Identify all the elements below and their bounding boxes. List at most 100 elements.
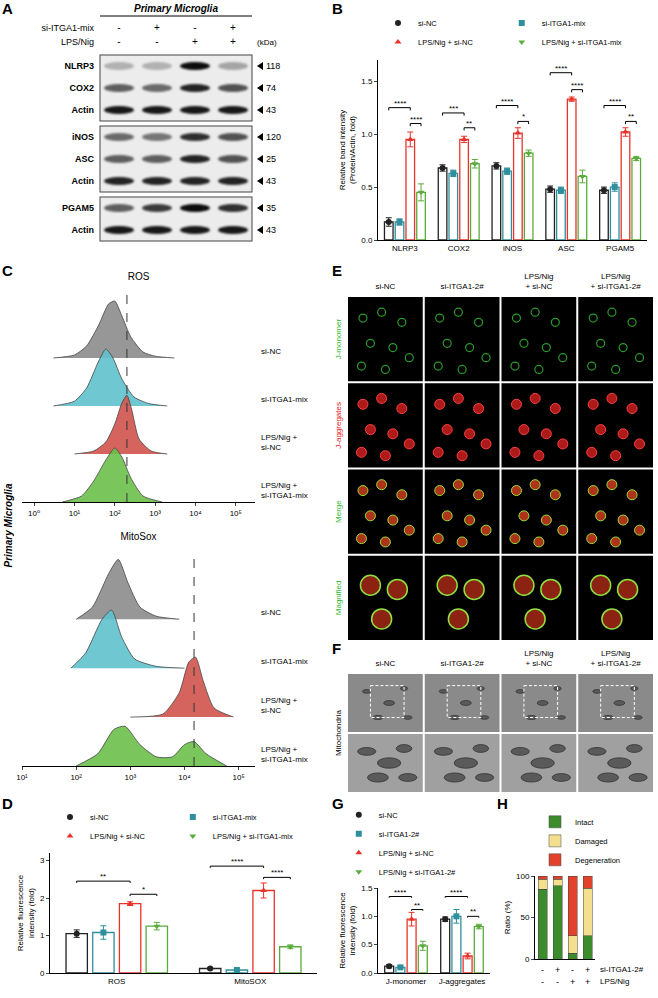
svg-text:1.0: 1.0 (361, 912, 373, 921)
svg-text:J-aggregates: J-aggregates (334, 402, 343, 449)
svg-text:LPS/Nig: LPS/Nig (601, 272, 630, 281)
svg-text:COX2: COX2 (69, 83, 94, 93)
svg-text:****: **** (450, 888, 462, 897)
svg-text:LPS/Nig +si-NC: LPS/Nig +si-NC (261, 433, 298, 452)
svg-text:10⁵: 10⁵ (230, 509, 242, 518)
svg-text:43: 43 (266, 105, 276, 115)
svg-text:****: **** (394, 888, 406, 897)
svg-text:iNOS: iNOS (503, 244, 522, 253)
svg-text:LPS/Nig +si-NC: LPS/Nig +si-NC (261, 696, 298, 715)
svg-text:10¹: 10¹ (69, 509, 81, 518)
svg-text:1.0: 1.0 (361, 130, 373, 139)
svg-text:+ si-ITGA1-2#: + si-ITGA1-2# (591, 282, 642, 291)
svg-text:**: ** (466, 119, 472, 128)
svg-text:LPS/Nig: LPS/Nig (600, 977, 629, 986)
svg-text:ROS: ROS (128, 271, 150, 282)
svg-text:LPS/Nig: LPS/Nig (601, 649, 630, 658)
svg-text:Merge: Merge (334, 500, 343, 523)
svg-text:LPS/Nig: LPS/Nig (524, 649, 553, 658)
svg-text:-: - (193, 22, 196, 33)
svg-text:si-NC: si-NC (418, 19, 437, 28)
svg-text:Actin: Actin (72, 176, 95, 186)
svg-text:1: 1 (40, 931, 45, 940)
svg-text:si-ITGA1-mix: si-ITGA1-mix (42, 23, 95, 33)
svg-text:LPS/Nig: LPS/Nig (524, 272, 553, 281)
svg-text:COX2: COX2 (448, 244, 470, 253)
svg-text:100: 100 (516, 872, 530, 881)
svg-text:LPS/Nig + si-NC: LPS/Nig + si-NC (418, 38, 473, 47)
svg-text:si-ITGA1-mix: si-ITGA1-mix (213, 813, 257, 822)
svg-text:+: + (570, 977, 575, 987)
svg-text:+: + (192, 36, 198, 47)
svg-text:10²: 10² (109, 509, 121, 518)
svg-text:Relative band intensity(Protei: Relative band intensity(Protein/Actin, f… (338, 110, 357, 190)
svg-text:+: + (585, 977, 590, 987)
svg-text:****: **** (501, 97, 513, 106)
svg-text:0.5: 0.5 (361, 183, 373, 192)
svg-text:43: 43 (266, 225, 276, 235)
svg-text:si-ITGA1-2#: si-ITGA1-2# (441, 282, 485, 291)
svg-text:si-ITGA1-2#: si-ITGA1-2# (379, 830, 420, 839)
svg-text:J-monomer: J-monomer (334, 319, 343, 360)
svg-text:0.0: 0.0 (361, 969, 373, 978)
svg-text:Actin: Actin (72, 225, 95, 235)
svg-text:43: 43 (266, 176, 276, 186)
svg-text:120: 120 (266, 132, 281, 142)
svg-text:J-monomer: J-monomer (386, 977, 427, 986)
svg-text:****: **** (271, 868, 283, 877)
svg-text:10³: 10³ (125, 773, 137, 782)
svg-text:si-NC: si-NC (261, 347, 281, 356)
svg-text:PGAM5: PGAM5 (606, 244, 635, 253)
svg-text:(kDa): (kDa) (257, 38, 277, 47)
svg-text:+: + (585, 965, 590, 975)
svg-text:****: **** (410, 115, 422, 124)
svg-text:si-NC: si-NC (375, 282, 395, 291)
svg-text:LPS/Nig + si-NC: LPS/Nig + si-NC (379, 849, 434, 858)
svg-text:0: 0 (525, 955, 530, 964)
svg-text:10⁵: 10⁵ (233, 773, 245, 782)
svg-text:***: *** (449, 104, 458, 113)
svg-text:25: 25 (266, 154, 276, 164)
svg-text:1.5: 1.5 (361, 884, 373, 893)
svg-text:Primary Microglia: Primary Microglia (134, 3, 218, 14)
svg-text:+: + (230, 22, 236, 33)
svg-text:ASC: ASC (558, 244, 575, 253)
svg-text:Ratio (%): Ratio (%) (503, 900, 512, 934)
svg-text:****: **** (394, 99, 406, 108)
svg-text:si-NC: si-NC (90, 813, 109, 822)
svg-text:si-ITGA1-mix: si-ITGA1-mix (261, 657, 308, 666)
svg-text:+ si-NC: + si-NC (525, 282, 552, 291)
svg-text:LPS/Nig + si-ITGA1-mix: LPS/Nig + si-ITGA1-mix (213, 832, 293, 841)
svg-text:LPS/Nig + si-ITGA1-2#: LPS/Nig + si-ITGA1-2# (379, 868, 456, 877)
svg-text:****: **** (609, 97, 621, 106)
svg-text:NLRP3: NLRP3 (392, 244, 418, 253)
svg-text:Mitochondria: Mitochondria (334, 710, 343, 756)
svg-text:*: * (142, 885, 145, 894)
svg-text:3: 3 (40, 856, 45, 865)
svg-text:NLRP3: NLRP3 (64, 61, 94, 71)
svg-text:50: 50 (520, 913, 529, 922)
svg-text:-: - (155, 36, 158, 47)
svg-text:Damaged: Damaged (575, 837, 608, 846)
svg-text:si-ITGA1-mix: si-ITGA1-mix (542, 19, 586, 28)
svg-text:J-aggregates: J-aggregates (439, 977, 486, 986)
svg-text:****: **** (231, 857, 243, 866)
svg-text:si-ITGA1-2#: si-ITGA1-2# (600, 965, 644, 974)
svg-text:si-ITGA1-2#: si-ITGA1-2# (441, 659, 485, 668)
svg-text:si-NC: si-NC (375, 659, 395, 668)
svg-text:-: - (117, 22, 120, 33)
svg-text:-: - (571, 965, 574, 975)
svg-text:10¹: 10¹ (16, 773, 28, 782)
svg-text:-: - (541, 977, 544, 987)
svg-text:74: 74 (266, 83, 276, 93)
svg-text:35: 35 (266, 203, 276, 213)
svg-text:+: + (154, 22, 160, 33)
svg-text:ASC: ASC (75, 154, 95, 164)
svg-text:0.5: 0.5 (361, 940, 373, 949)
svg-text:+ si-NC: + si-NC (525, 659, 552, 668)
svg-text:Relative fluorescenceintensity: Relative fluorescenceintensity (fold) (338, 892, 357, 969)
svg-text:+: + (555, 965, 560, 975)
svg-text:iNOS: iNOS (72, 132, 94, 142)
svg-text:0.0: 0.0 (361, 236, 373, 245)
svg-text:-: - (556, 977, 559, 987)
